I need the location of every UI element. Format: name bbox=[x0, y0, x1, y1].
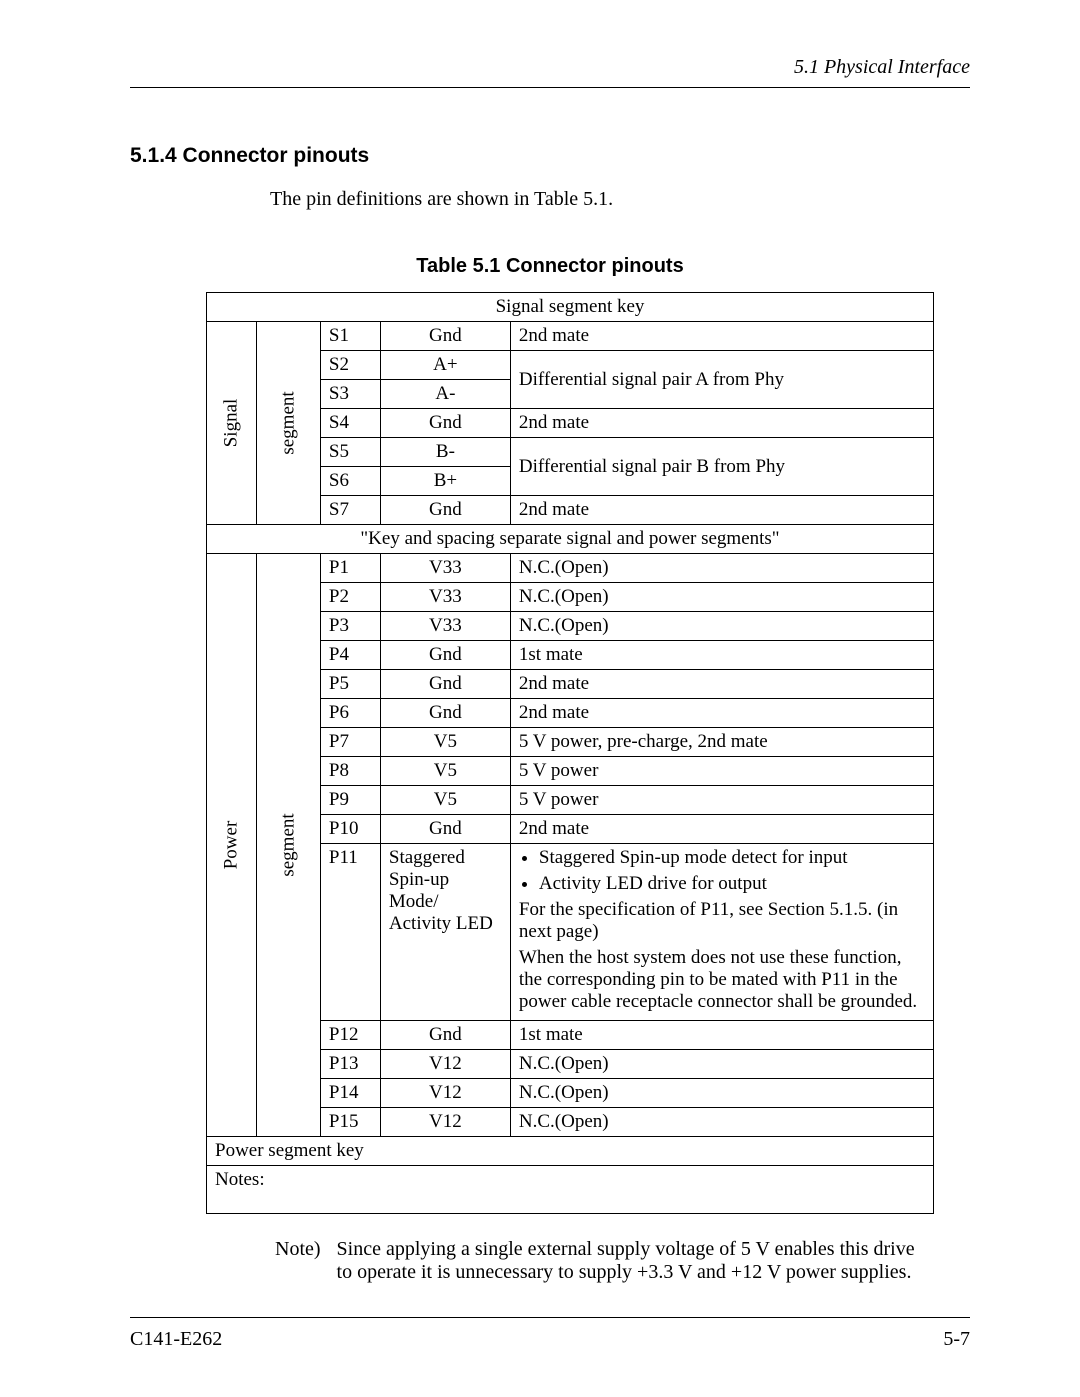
table-cell: N.C.(Open) bbox=[510, 554, 933, 583]
signal-label-col2: segment bbox=[256, 322, 320, 525]
table-cell: P8 bbox=[320, 757, 380, 786]
table-cell: A+ bbox=[380, 351, 510, 380]
table-cell: Gnd bbox=[380, 699, 510, 728]
table-cell: V5 bbox=[380, 757, 510, 786]
table-cell: V12 bbox=[380, 1079, 510, 1108]
table-cell: V33 bbox=[380, 612, 510, 641]
table-cell: P11 bbox=[320, 844, 380, 1021]
table-cell: B- bbox=[380, 438, 510, 467]
connector-pinouts-table: Signal segment keySignalsegmentS1Gnd2nd … bbox=[206, 292, 934, 1214]
table-cell: P12 bbox=[320, 1021, 380, 1050]
table-cell: Gnd bbox=[380, 670, 510, 699]
section-header: 5.1 Physical Interface bbox=[130, 56, 970, 88]
page-number: 5-7 bbox=[943, 1328, 970, 1351]
table-cell: P7 bbox=[320, 728, 380, 757]
table-cell: V5 bbox=[380, 786, 510, 815]
intro-text: The pin definitions are shown in Table 5… bbox=[270, 188, 970, 211]
table-cell: V12 bbox=[380, 1108, 510, 1137]
table-cell: P4 bbox=[320, 641, 380, 670]
subsection-heading: 5.1.4 Connector pinouts bbox=[130, 144, 970, 168]
table-cell: V33 bbox=[380, 583, 510, 612]
table-cell: 5 V power bbox=[510, 786, 933, 815]
table-cell: V33 bbox=[380, 554, 510, 583]
table-cell: S7 bbox=[320, 496, 380, 525]
table-cell: Staggered Spin-up mode detect for inputA… bbox=[510, 844, 933, 1021]
table-cell: 2nd mate bbox=[510, 699, 933, 728]
table-cell: Staggered Spin-up Mode/ Activity LED bbox=[380, 844, 510, 1021]
table-cell: B+ bbox=[380, 467, 510, 496]
table-cell: 2nd mate bbox=[510, 670, 933, 699]
table-cell: S4 bbox=[320, 409, 380, 438]
table-cell: Differential signal pair A from Phy bbox=[510, 351, 933, 409]
table-cell: V12 bbox=[380, 1050, 510, 1079]
table-cell: 1st mate bbox=[510, 641, 933, 670]
note-text: Since applying a single external supply … bbox=[337, 1238, 935, 1284]
table-cell: 1st mate bbox=[510, 1021, 933, 1050]
table-cell: 2nd mate bbox=[510, 496, 933, 525]
table-cell: N.C.(Open) bbox=[510, 612, 933, 641]
key-spacing-row: "Key and spacing separate signal and pow… bbox=[207, 525, 934, 554]
table-cell: N.C.(Open) bbox=[510, 1108, 933, 1137]
signal-segment-key: Signal segment key bbox=[207, 293, 934, 322]
table-cell: P9 bbox=[320, 786, 380, 815]
table-cell: V5 bbox=[380, 728, 510, 757]
table-cell: P10 bbox=[320, 815, 380, 844]
table-cell: P15 bbox=[320, 1108, 380, 1137]
table-cell: S1 bbox=[320, 322, 380, 351]
power-label-col2: segment bbox=[256, 554, 320, 1137]
table-cell: Gnd bbox=[380, 1021, 510, 1050]
page-footer: C141-E262 5-7 bbox=[130, 1317, 970, 1351]
note-block: Note) Since applying a single external s… bbox=[275, 1238, 935, 1284]
power-label-col1: Power bbox=[207, 554, 257, 1137]
table-cell: 2nd mate bbox=[510, 815, 933, 844]
table-cell: S3 bbox=[320, 380, 380, 409]
table-cell: Gnd bbox=[380, 409, 510, 438]
table-cell: S2 bbox=[320, 351, 380, 380]
table-cell: 5 V power bbox=[510, 757, 933, 786]
table-cell: P2 bbox=[320, 583, 380, 612]
table-cell: Gnd bbox=[380, 496, 510, 525]
table-cell: 5 V power, pre-charge, 2nd mate bbox=[510, 728, 933, 757]
table-cell: S5 bbox=[320, 438, 380, 467]
table-cell: P13 bbox=[320, 1050, 380, 1079]
table-cell: P3 bbox=[320, 612, 380, 641]
table-cell: P5 bbox=[320, 670, 380, 699]
table-cell: N.C.(Open) bbox=[510, 1079, 933, 1108]
table-cell: P6 bbox=[320, 699, 380, 728]
table-cell: P1 bbox=[320, 554, 380, 583]
signal-label-col1: Signal bbox=[207, 322, 257, 525]
table-cell: Gnd bbox=[380, 322, 510, 351]
note-label: Note) bbox=[275, 1238, 321, 1284]
table-cell: Gnd bbox=[380, 641, 510, 670]
table-cell: Gnd bbox=[380, 815, 510, 844]
table-cell: N.C.(Open) bbox=[510, 1050, 933, 1079]
table-cell: P14 bbox=[320, 1079, 380, 1108]
table-title: Table 5.1 Connector pinouts bbox=[130, 255, 970, 278]
notes-row: Notes: bbox=[207, 1166, 934, 1214]
table-cell: S6 bbox=[320, 467, 380, 496]
power-segment-key: Power segment key bbox=[207, 1137, 934, 1166]
doc-id: C141-E262 bbox=[130, 1328, 222, 1351]
table-cell: Differential signal pair B from Phy bbox=[510, 438, 933, 496]
table-cell: 2nd mate bbox=[510, 322, 933, 351]
table-cell: N.C.(Open) bbox=[510, 583, 933, 612]
table-cell: 2nd mate bbox=[510, 409, 933, 438]
table-cell: A- bbox=[380, 380, 510, 409]
